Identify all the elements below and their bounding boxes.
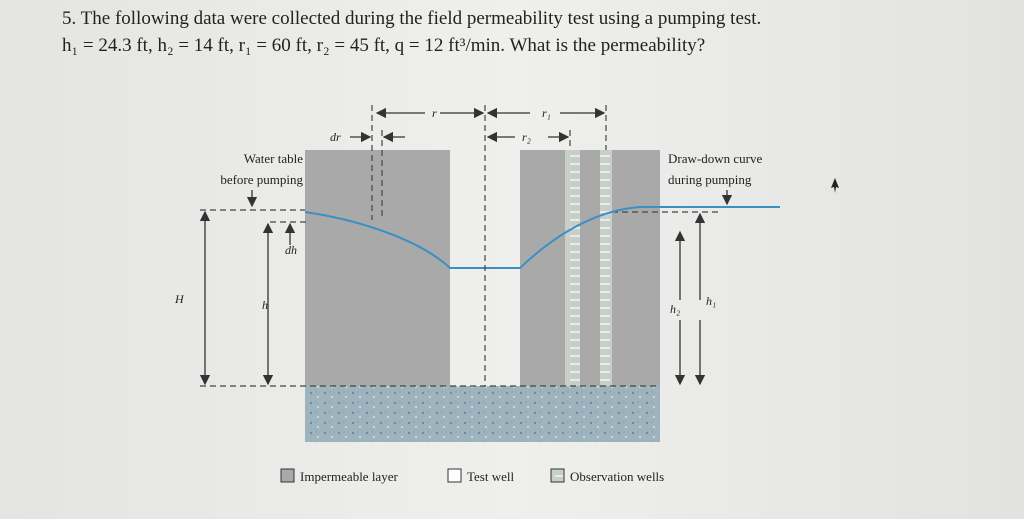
label-r2: r₂	[522, 130, 531, 144]
label-water-table: Water table	[244, 151, 303, 166]
label-dr: dr	[330, 130, 341, 144]
label-r: r	[432, 106, 437, 120]
question-line: h₁ = 24.3 ft, h₂ = 14 ft, r₁ = 60 ft, r₂…	[62, 35, 705, 56]
question-line: 5. The following data were collected dur…	[62, 8, 761, 29]
legend: Impermeable layer Test well Observation …	[280, 468, 664, 484]
label-drawdown: during pumping	[668, 172, 752, 187]
cursor	[831, 178, 839, 193]
label-h1: h₁	[706, 294, 716, 308]
legend-label: Impermeable layer	[300, 469, 398, 484]
label-H: H	[174, 292, 185, 306]
label-drawdown: Draw-down curve	[668, 151, 762, 166]
label-dh: dh	[285, 243, 297, 257]
legend-label: Observation wells	[570, 469, 664, 484]
label-water-table: before pumping	[220, 172, 303, 187]
legend-label: Test well	[467, 469, 514, 484]
label-h: h	[262, 298, 268, 312]
label-r1: r₁	[542, 106, 551, 120]
label-h2: h₂	[670, 302, 680, 316]
diagram	[199, 105, 780, 442]
